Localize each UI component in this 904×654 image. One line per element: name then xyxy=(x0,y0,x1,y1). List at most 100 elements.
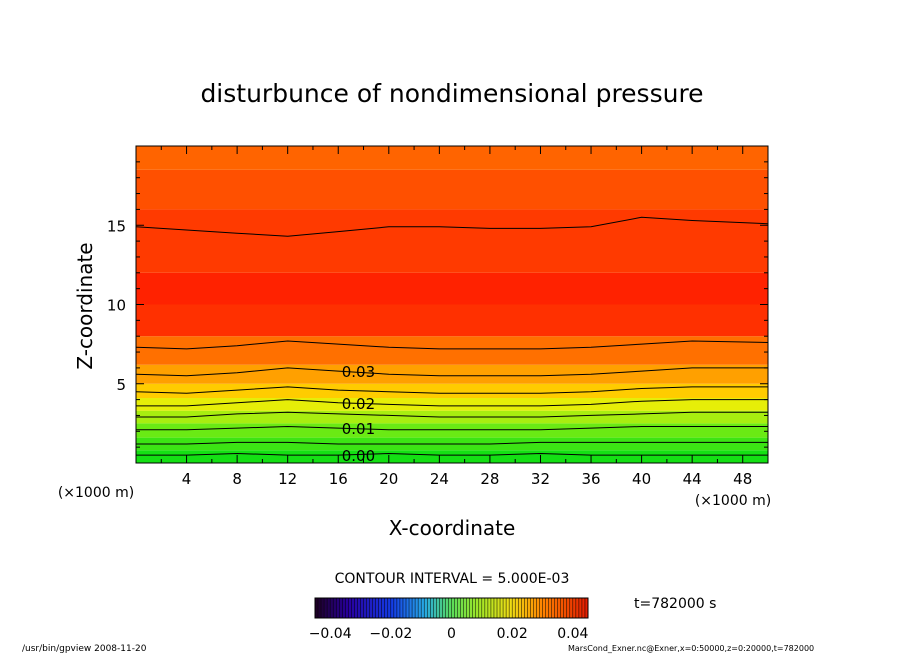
colorbar-cell xyxy=(572,598,577,618)
colorbar-cell xyxy=(409,598,413,618)
colorbar-cell xyxy=(581,598,586,618)
x-tick-label: 16 xyxy=(329,470,348,488)
colorbar-cell xyxy=(506,598,510,618)
colorbar-cell xyxy=(469,598,473,618)
colorbar-cell xyxy=(457,598,461,618)
colorbar-cell xyxy=(560,598,564,618)
contour-line xyxy=(136,399,768,407)
colorbar-cell xyxy=(430,598,434,618)
x-tick-label: 4 xyxy=(182,470,192,488)
colorbar-cell xyxy=(324,598,328,618)
colorbar-cell xyxy=(424,598,428,618)
x-tick-labels: 4 8 12 16 20 24 28 32 36 40 44 48 xyxy=(182,470,752,488)
colorbar-cell xyxy=(439,598,443,618)
y-tick-labels: 5 10 15 xyxy=(107,217,126,394)
colorbar-cell xyxy=(478,598,483,618)
colorbar-cell xyxy=(515,598,519,618)
colorbar-cell xyxy=(527,598,531,618)
colorbar-cell xyxy=(551,598,555,618)
colorbar-cell xyxy=(524,598,528,618)
colorbar-cell xyxy=(321,598,325,618)
x-tick-label: 48 xyxy=(733,470,752,488)
colorbar-cell xyxy=(372,598,376,618)
contour-line xyxy=(135,216,769,237)
colorbar-cell xyxy=(569,598,574,618)
colorbar-cell xyxy=(497,598,501,618)
colorbar-cell xyxy=(315,598,319,618)
colorbar-tick-label: −0.02 xyxy=(369,626,412,642)
x-unit-right: (×1000 m) xyxy=(695,493,771,509)
contour-band xyxy=(136,169,768,210)
x-tick-label: 24 xyxy=(430,470,449,488)
colorbar-tick-labels: −0.04 −0.02 0 0.02 0.04 xyxy=(309,626,589,642)
colorbar-cell xyxy=(330,598,334,618)
colorbar-cell xyxy=(518,598,522,618)
colorbar-cell xyxy=(406,598,410,618)
contour-line xyxy=(135,367,768,377)
colorbar-cell xyxy=(351,598,355,618)
contour-band xyxy=(136,398,768,411)
colorbar-cell xyxy=(512,598,516,618)
colorbar-cell xyxy=(342,598,346,618)
colorbar-cell xyxy=(490,598,495,618)
colorbar-cell xyxy=(521,598,525,618)
colorbar-cell xyxy=(557,598,561,618)
colorbar-cell xyxy=(327,598,331,618)
colorbar-cell xyxy=(369,598,373,618)
colorbar-cell xyxy=(333,598,337,618)
colorbar-cell xyxy=(554,598,558,618)
contour-fill xyxy=(136,146,768,463)
colorbar-cell xyxy=(354,598,358,618)
colorbar-cell xyxy=(375,598,379,618)
colorbar-cell xyxy=(475,598,479,618)
colorbar-cell xyxy=(509,598,513,618)
colorbar-cell xyxy=(442,598,446,618)
colorbar-cell xyxy=(536,598,540,618)
axis-ticks xyxy=(136,146,769,463)
colorbar-cell xyxy=(542,598,546,618)
colorbar-cell xyxy=(539,598,543,618)
colorbar-cell xyxy=(345,598,349,618)
colorbar-cell xyxy=(387,598,392,618)
colorbar-cell xyxy=(381,598,385,618)
colorbar-cell xyxy=(396,598,401,618)
colorbar-cell xyxy=(445,598,449,618)
colorbar-cell xyxy=(360,598,364,618)
contour-band xyxy=(136,146,768,170)
contour-band xyxy=(136,364,768,384)
colorbar-cell xyxy=(415,598,419,618)
contour-label: 0.01 xyxy=(342,420,375,438)
colorbar-tick-label: −0.04 xyxy=(309,626,352,642)
colorbar-cell xyxy=(545,598,549,618)
colorbar-cell xyxy=(421,598,425,618)
footer-right: MarsCond_Exner.nc@Exner,x=0:50000,z=0:20… xyxy=(568,644,814,653)
colorbar-cell xyxy=(466,598,470,618)
contour-label: 0.02 xyxy=(342,395,375,413)
colorbar-cell xyxy=(433,598,437,618)
x-tick-label: 36 xyxy=(581,470,600,488)
colorbar-tick-label: 0.02 xyxy=(497,626,528,642)
colorbar-cell xyxy=(366,598,370,618)
contour-band xyxy=(136,304,768,337)
colorbar-cell xyxy=(318,598,322,618)
colorbar-tick-label: 0 xyxy=(447,626,456,642)
contour-line xyxy=(136,441,768,445)
colorbar-cell xyxy=(448,598,452,618)
x-tick-label: 44 xyxy=(683,470,702,488)
contour-band xyxy=(136,423,768,438)
colorbar-cell xyxy=(393,598,398,618)
colorbar-cell xyxy=(436,598,440,618)
contour-line xyxy=(135,340,769,350)
colorbar-cell xyxy=(563,598,567,618)
colorbar-cell xyxy=(390,598,395,618)
contour-interval-text: CONTOUR INTERVAL = 5.000E-03 xyxy=(335,571,570,587)
colorbar-cell xyxy=(548,598,552,618)
colorbar-cell xyxy=(487,598,492,618)
colorbar-cell xyxy=(336,598,340,618)
contour-line xyxy=(136,425,768,431)
colorbar-cell xyxy=(530,598,534,618)
colorbar-cell xyxy=(566,598,570,618)
x-tick-label: 32 xyxy=(531,470,550,488)
colorbar-cell xyxy=(454,598,458,618)
colorbar-cell xyxy=(575,598,580,618)
